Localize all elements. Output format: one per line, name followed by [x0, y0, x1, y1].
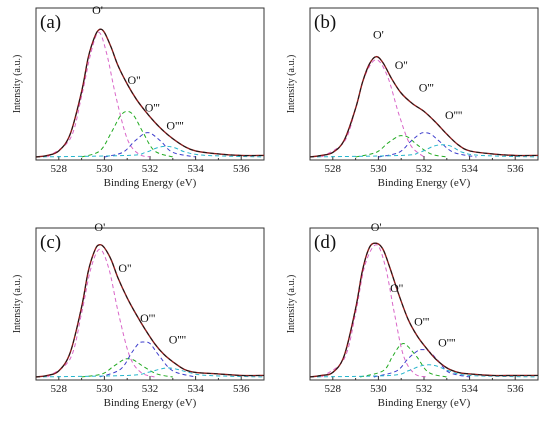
x-tick-label: 532	[142, 383, 159, 395]
peak-annotation: O''	[395, 58, 408, 72]
plot-area	[36, 28, 264, 158]
x-tick-label: 536	[507, 383, 524, 395]
x-tick-label: 530	[370, 163, 387, 175]
x-tick-label: 532	[416, 383, 433, 395]
x-axis-label: Binding Energy (eV)	[378, 177, 471, 189]
x-tick-label: 528	[325, 383, 342, 395]
peak-annotation: O''	[128, 73, 141, 87]
x-axis-label: Binding Energy (eV)	[378, 397, 471, 409]
peak-annotation: O'	[94, 220, 105, 234]
series-line-O'	[47, 31, 151, 158]
series-line-O''''	[36, 145, 264, 158]
x-axis-label: Binding Energy (eV)	[104, 177, 197, 189]
y-axis-label: Intensity (a.u.)	[12, 275, 23, 334]
plot-area	[310, 55, 538, 158]
series-line-O'''	[373, 349, 470, 378]
peak-annotation: O'''	[419, 81, 434, 95]
peak-annotation: O''''	[166, 119, 183, 133]
x-tick-label: 528	[51, 383, 68, 395]
plot-area	[36, 243, 264, 378]
x-tick-label: 530	[370, 383, 387, 395]
panel-label: (c)	[40, 232, 61, 253]
series-line-fit	[36, 244, 264, 378]
series-line-O'''	[378, 132, 477, 158]
peak-annotation: O''''	[445, 108, 462, 122]
peak-annotation: O''''	[169, 333, 186, 347]
panel-4: 528 530 532 534 536 Binding Energy (eV) Intens…	[286, 220, 539, 409]
peak-annotation: O'	[373, 27, 384, 41]
x-tick-label: 530	[96, 163, 113, 175]
peak-annotation: O''''	[438, 336, 455, 350]
x-tick-label: 532	[142, 163, 159, 175]
y-axis-label: Intensity (a.u.)	[286, 275, 297, 334]
series-line-fit	[36, 28, 264, 158]
peak-annotation: O'	[92, 3, 103, 17]
peak-annotation: O''	[390, 281, 403, 295]
series-line-O'	[321, 59, 425, 158]
series-line-O'''	[99, 341, 196, 378]
series-line-fit	[310, 242, 538, 378]
series-line-O''	[81, 358, 173, 378]
x-tick-label: 536	[233, 163, 250, 175]
peak-annotation: O'	[371, 220, 382, 234]
panel-label: (a)	[40, 12, 61, 33]
peak-annotation: O'''	[140, 311, 155, 325]
series-line-O'	[321, 244, 429, 378]
series-line-O'	[47, 248, 155, 378]
series-line-O''	[360, 343, 447, 378]
panel-label: (d)	[314, 232, 336, 253]
peak-annotation: O'''	[414, 314, 429, 328]
x-tick-label: 536	[507, 163, 524, 175]
plot-area	[310, 242, 538, 378]
x-tick-label: 528	[51, 163, 68, 175]
panel-label: (b)	[314, 12, 336, 33]
x-tick-label: 534	[187, 163, 204, 175]
series-line-O'''	[104, 132, 196, 158]
series-line-O''''	[310, 144, 538, 158]
series-line-O''''	[36, 367, 264, 378]
x-tick-label: 536	[233, 383, 250, 395]
x-tick-label: 530	[96, 383, 113, 395]
peak-annotation: O''	[118, 261, 131, 275]
panel-3: 528 530 532 534 536 Binding Energy (eV) Intens…	[12, 220, 265, 409]
y-axis-label: Intensity (a.u.)	[286, 55, 297, 114]
x-tick-label: 532	[416, 163, 433, 175]
series-line-O''''	[310, 364, 538, 378]
series-line-measured	[310, 55, 538, 158]
plot-frame	[35, 7, 265, 161]
y-axis-label: Intensity (a.u.)	[12, 55, 23, 114]
series-line-O''	[355, 135, 447, 158]
x-tick-label: 534	[187, 383, 204, 395]
x-axis-label: Binding Energy (eV)	[104, 397, 197, 409]
panel-1: 528 530 532 534 536 Binding Energy (eV) Intens…	[12, 3, 265, 189]
x-tick-label: 528	[325, 163, 342, 175]
series-line-O''	[81, 110, 173, 158]
panel-2: 528 530 532 534 536 Binding Energy (eV) Intens…	[286, 7, 539, 189]
x-tick-label: 534	[461, 383, 478, 395]
x-tick-label: 534	[461, 163, 478, 175]
plot-frame	[35, 227, 265, 381]
peak-annotation: O'''	[145, 100, 160, 114]
series-line-fit	[310, 56, 538, 158]
